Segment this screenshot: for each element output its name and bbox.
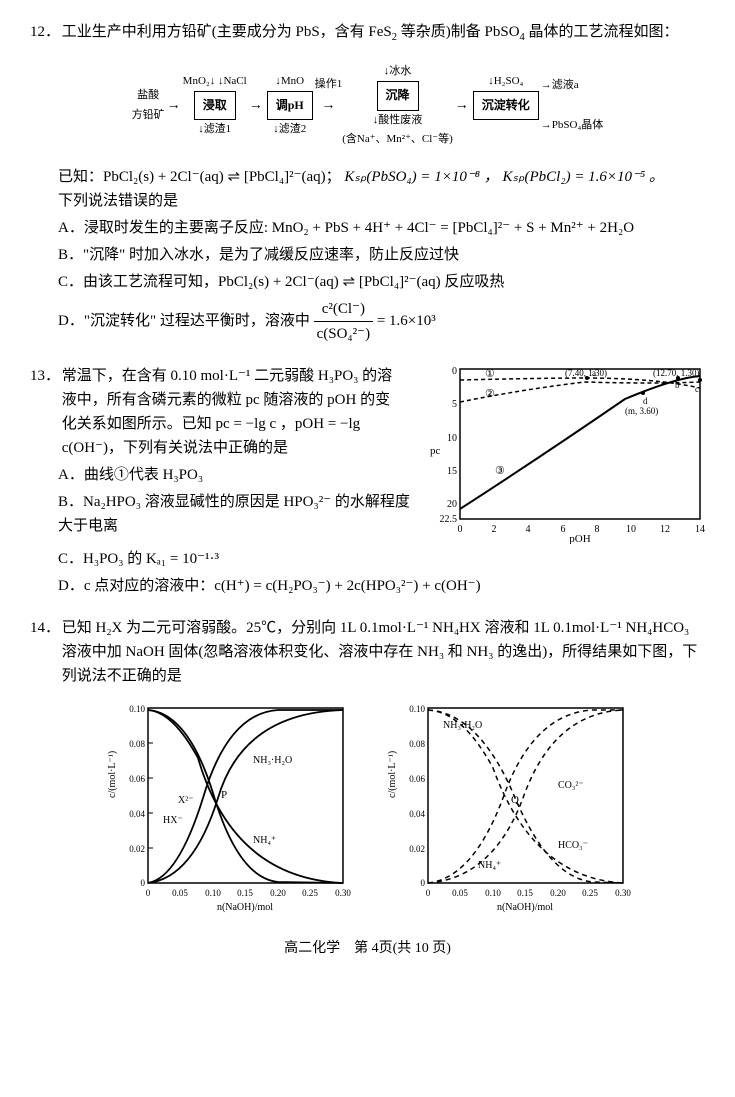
svg-text:(7.40, 1.30): (7.40, 1.30)	[565, 368, 607, 378]
svg-text:0.10: 0.10	[485, 888, 501, 898]
q12-stem2: 下列说法错误的是	[58, 189, 705, 213]
svg-text:pOH: pOH	[569, 533, 590, 544]
svg-text:20: 20	[447, 499, 457, 510]
svg-text:n(NaOH)/mol: n(NaOH)/mol	[216, 902, 272, 913]
svg-text:(12.70, 1.30): (12.70, 1.30)	[653, 368, 700, 378]
question-13: 13． 常温下，在含有 0.10 mol·L⁻¹ 二元弱酸 H₃PO₃ 的溶液中…	[30, 364, 705, 598]
svg-text:0: 0	[420, 878, 425, 888]
q13-optC: C．H₃PO₃ 的 Kₐ₁ = 10⁻¹·³	[58, 547, 705, 571]
svg-text:12: 12	[660, 524, 670, 535]
q14-chart-left: 0.10 0.08 0.06 0.04 0.02 0 0 0.05 0.10 0.15 0.2…	[103, 698, 353, 918]
q12-stem: 工业生产中利用方铅矿(主要成分为 PbS，含有 FeS2 等杂质)制备 PbSO…	[62, 20, 702, 47]
flow-box-extract: 浸取	[194, 91, 236, 120]
flow-box-convert: 沉淀转化	[473, 91, 539, 120]
q12-known: 已知：PbCl₂(s) + 2Cl⁻(aq) ⇌ [PbCl₄]²⁻(aq)； …	[58, 165, 705, 189]
svg-text:8: 8	[595, 524, 600, 535]
svg-text:X²⁻: X²⁻	[178, 795, 194, 806]
q12-optC: C．由该工艺流程可知，PbCl₂(s) + 2Cl⁻(aq) ⇌ [PbCl₄]…	[58, 270, 705, 294]
svg-text:0: 0	[425, 888, 430, 898]
svg-text:0: 0	[458, 524, 463, 535]
q12-optB: B．"沉降" 时加入冰水，是为了减缓反应速率，防止反应过快	[58, 243, 705, 267]
q13-optB: B．Na₂HPO₃ 溶液显碱性的原因是 HPO₃²⁻ 的水解程度大于电离	[58, 490, 415, 538]
svg-text:0.30: 0.30	[335, 888, 351, 898]
svg-text:0.05: 0.05	[452, 888, 468, 898]
svg-text:0.25: 0.25	[582, 888, 598, 898]
q12-num: 12．	[30, 20, 58, 44]
svg-text:NH₃·H₂O: NH₃·H₂O	[253, 755, 292, 766]
q13-chart: 0 5 10 15 20 22.5 0 2 4 6 8 10 12 14 pc pOH ① ②	[425, 364, 705, 544]
svg-text:0.02: 0.02	[409, 844, 425, 854]
svg-text:0.20: 0.20	[270, 888, 286, 898]
svg-text:(m, 3.60): (m, 3.60)	[625, 406, 658, 416]
q13-optA: A．曲线①代表 H₃PO₃	[58, 463, 415, 487]
svg-text:10: 10	[447, 433, 457, 444]
svg-text:pc: pc	[430, 445, 441, 457]
svg-text:a: a	[592, 368, 596, 378]
svg-text:c/(mol·L⁻¹): c/(mol·L⁻¹)	[107, 751, 118, 798]
svg-text:c: c	[695, 384, 699, 394]
svg-text:P: P	[221, 789, 227, 801]
question-12: 12． 工业生产中利用方铅矿(主要成分为 PbS，含有 FeS2 等杂质)制备 …	[30, 20, 705, 346]
q14-chart-right: 0.10 0.08 0.06 0.04 0.02 0 0 0.05 0.10 0.15 0.2…	[383, 698, 633, 918]
svg-text:2: 2	[492, 524, 497, 535]
page-footer: 高二化学 第 4页(共 10 页)	[30, 938, 705, 960]
svg-text:0.30: 0.30	[615, 888, 631, 898]
svg-text:NH₃·H₂O: NH₃·H₂O	[443, 720, 482, 731]
svg-text:4: 4	[526, 524, 531, 535]
svg-text:n(NaOH)/mol: n(NaOH)/mol	[496, 902, 552, 913]
svg-text:0.08: 0.08	[129, 739, 145, 749]
question-14: 14． 已知 H₂X 为二元可溶弱酸。25℃，分别向 1L 0.1mol·L⁻¹…	[30, 616, 705, 918]
svg-text:0.02: 0.02	[129, 844, 145, 854]
svg-text:0.10: 0.10	[409, 704, 425, 714]
q12-optA: A．浸取时发生的主要离子反应: MnO₂ + PbS + 4H⁺ + 4Cl⁻ …	[58, 216, 705, 240]
svg-text:0.04: 0.04	[409, 809, 425, 819]
svg-text:0: 0	[145, 888, 150, 898]
q12-flowchart: 盐酸 方铅矿 → MnO₂↓ ↓NaCl 浸取 ↓滤渣1 → ↓MnO 调pH …	[30, 62, 705, 150]
q13-stem: 常温下，在含有 0.10 mol·L⁻¹ 二元弱酸 H₃PO₃ 的溶液中，所有含…	[62, 364, 402, 460]
svg-text:①: ①	[485, 368, 495, 380]
q13-num: 13．	[30, 364, 58, 388]
q14-stem: 已知 H₂X 为二元可溶弱酸。25℃，分别向 1L 0.1mol·L⁻¹ NH₄…	[62, 616, 702, 688]
svg-text:HCO₃⁻: HCO₃⁻	[558, 840, 588, 851]
svg-text:HX⁻: HX⁻	[163, 815, 183, 826]
svg-text:0.06: 0.06	[129, 774, 145, 784]
svg-text:6: 6	[561, 524, 566, 535]
svg-text:0.20: 0.20	[550, 888, 566, 898]
svg-text:0.10: 0.10	[129, 704, 145, 714]
q13-optD: D．c 点对应的溶液中：c(H⁺) = c(H₂PO₃⁻) + 2c(HPO₃²…	[58, 574, 705, 598]
svg-text:0: 0	[452, 366, 457, 377]
svg-text:NH₄⁺: NH₄⁺	[253, 835, 276, 846]
svg-text:d: d	[643, 396, 648, 406]
svg-text:0.08: 0.08	[409, 739, 425, 749]
svg-text:14: 14	[695, 524, 705, 535]
q14-charts: 0.10 0.08 0.06 0.04 0.02 0 0 0.05 0.10 0.15 0.2…	[30, 698, 705, 918]
svg-text:0.04: 0.04	[129, 809, 145, 819]
flow-box-ph: 调pH	[267, 91, 313, 120]
svg-text:5: 5	[452, 399, 457, 410]
svg-text:0.05: 0.05	[172, 888, 188, 898]
svg-text:0: 0	[140, 878, 145, 888]
svg-text:c/(mol·L⁻¹): c/(mol·L⁻¹)	[387, 751, 398, 798]
svg-text:0.15: 0.15	[517, 888, 533, 898]
svg-text:0.06: 0.06	[409, 774, 425, 784]
flow-box-settle: 沉降	[377, 81, 419, 110]
svg-text:③: ③	[495, 465, 505, 477]
svg-text:b: b	[675, 380, 680, 390]
svg-text:0.10: 0.10	[205, 888, 221, 898]
svg-text:10: 10	[626, 524, 636, 535]
q14-num: 14．	[30, 616, 58, 640]
svg-text:NH₄⁺: NH₄⁺	[478, 860, 501, 871]
svg-text:②: ②	[485, 388, 495, 400]
svg-text:Q: Q	[511, 794, 519, 806]
svg-text:15: 15	[447, 466, 457, 477]
q12-optD: D．"沉淀转化" 过程达平衡时，溶液中 c²(Cl⁻)c(SO₄²⁻) = 1.…	[58, 297, 705, 346]
svg-text:0.25: 0.25	[302, 888, 318, 898]
svg-text:CO₃²⁻: CO₃²⁻	[558, 780, 584, 791]
svg-text:22.5: 22.5	[440, 514, 458, 525]
svg-text:0.15: 0.15	[237, 888, 253, 898]
